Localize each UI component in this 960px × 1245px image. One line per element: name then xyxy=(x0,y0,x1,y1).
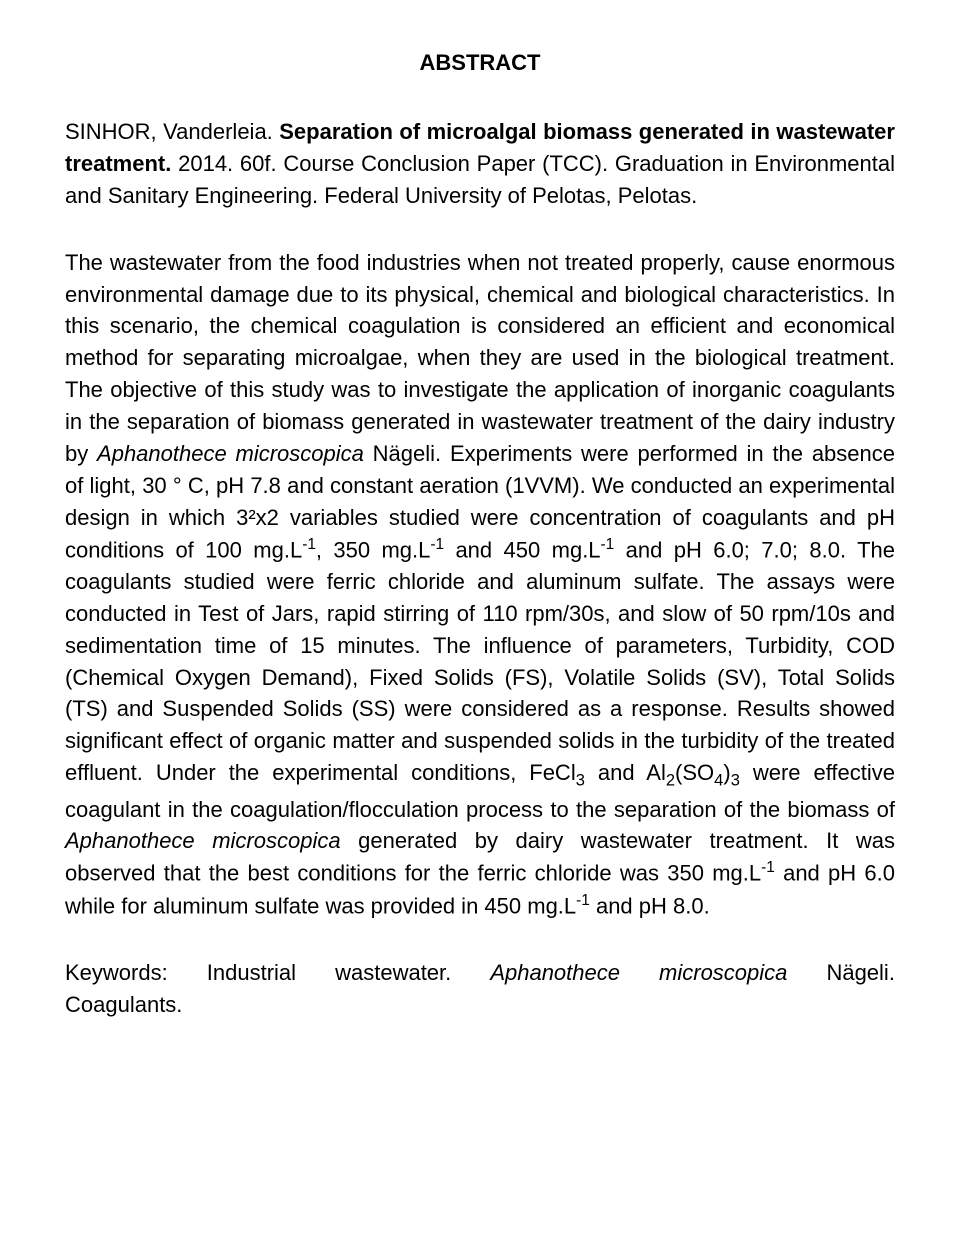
keyword-4: microscopica xyxy=(659,957,787,989)
body-text: and Al xyxy=(585,760,666,785)
body-text: (SO xyxy=(675,760,714,785)
subscript: 4 xyxy=(714,772,723,790)
body-text: and 450 mg.L xyxy=(444,537,600,562)
keyword-3: Aphanothece xyxy=(490,957,620,989)
superscript: -1 xyxy=(576,892,590,909)
subscript: 2 xyxy=(666,772,675,790)
body-text: and pH 6.0; 7.0; 8.0. The coagulants stu… xyxy=(65,537,895,785)
body-text: The wastewater from the food industries … xyxy=(65,250,895,466)
citation-author: SINHOR, Vanderleia. xyxy=(65,119,279,144)
subscript: 3 xyxy=(576,772,585,790)
citation-block: SINHOR, Vanderleia. Separation of microa… xyxy=(65,116,895,212)
species-name-2: Aphanothece microscopica xyxy=(65,828,341,853)
superscript: -1 xyxy=(761,859,775,876)
abstract-heading: ABSTRACT xyxy=(65,50,895,76)
subscript: 3 xyxy=(731,772,740,790)
body-text: , 350 mg.L xyxy=(316,537,431,562)
species-name-1: Aphanothece microscopica xyxy=(97,441,364,466)
keyword-5: Nägeli. xyxy=(826,957,894,989)
keyword-6: Coagulants. xyxy=(65,992,182,1017)
keywords-label: Keywords: xyxy=(65,957,168,989)
abstract-body: The wastewater from the food industries … xyxy=(65,247,895,922)
superscript: -1 xyxy=(302,536,316,553)
body-text: ) xyxy=(723,760,730,785)
superscript: -1 xyxy=(601,536,615,553)
citation-rest: 2014. 60f. Course Conclusion Paper (TCC)… xyxy=(65,151,895,208)
keywords-block: Keywords: Industrial wastewater. Aphanot… xyxy=(65,957,895,1021)
body-text: and pH 8.0. xyxy=(590,893,710,918)
keyword-1: Industrial xyxy=(207,957,296,989)
keyword-2: wastewater. xyxy=(335,957,451,989)
superscript: -1 xyxy=(430,536,444,553)
